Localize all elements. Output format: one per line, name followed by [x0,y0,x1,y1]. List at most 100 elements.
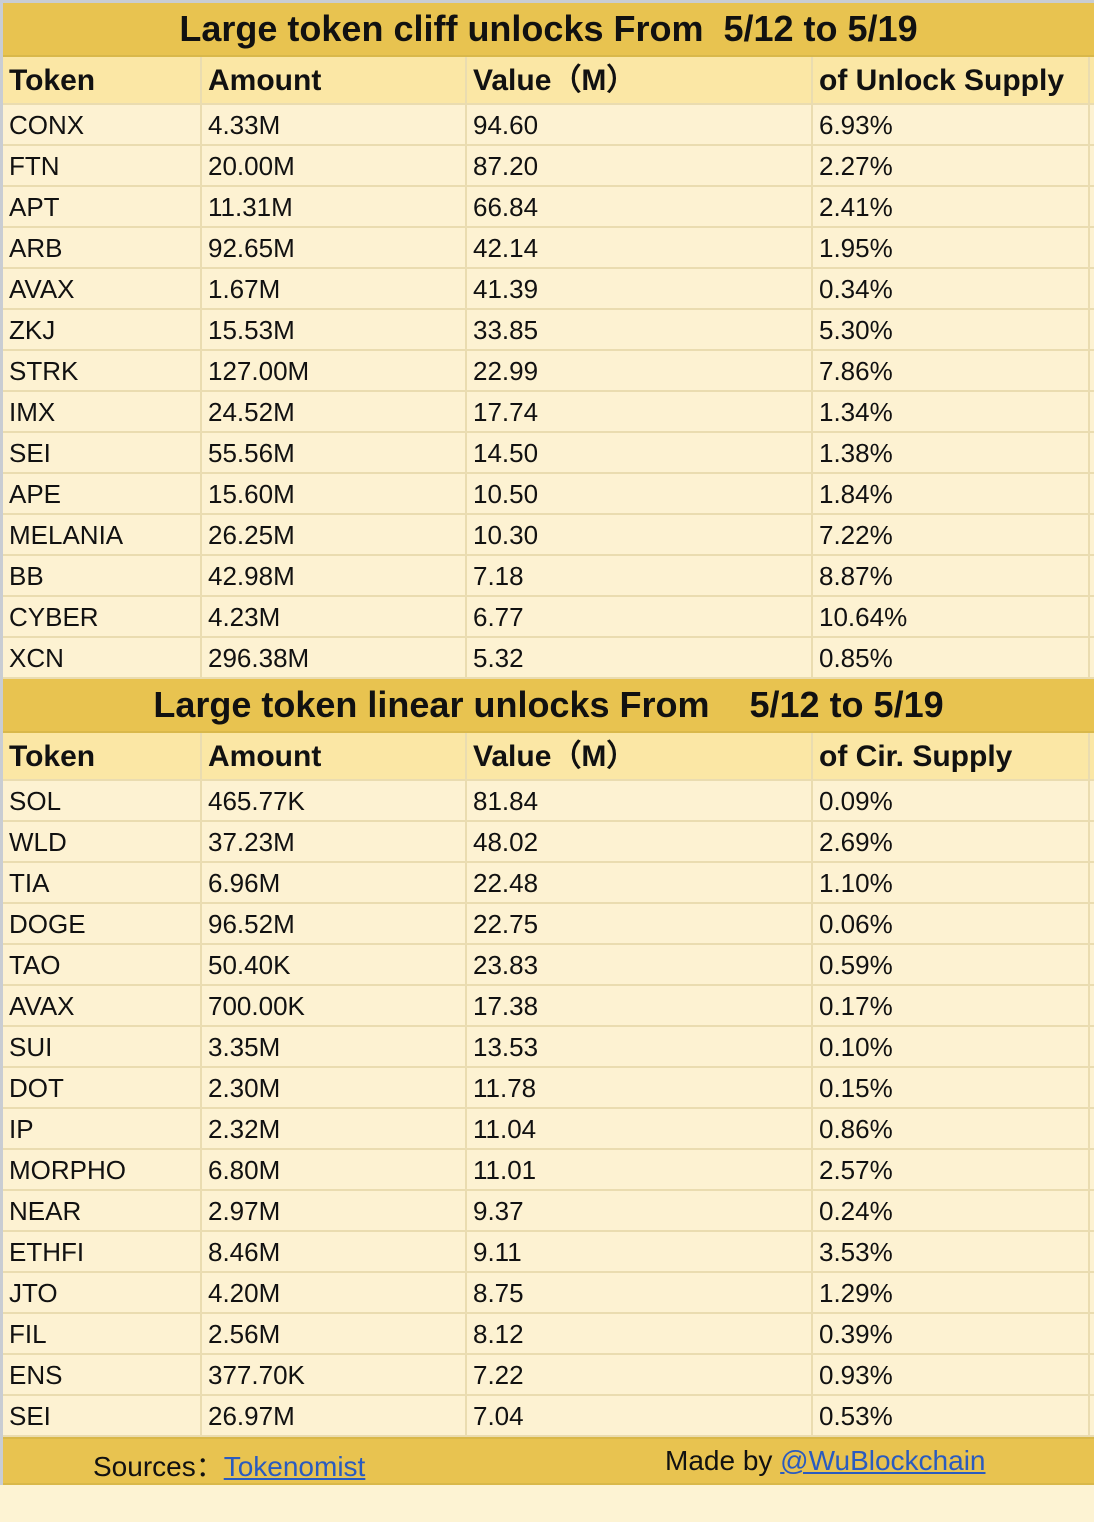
row-edge [1090,733,1094,781]
table-cell: 1.29% [813,1273,1090,1314]
table-cell: 7.22 [467,1355,813,1396]
table-cell: 23.83 [467,945,813,986]
table-cell: 0.24% [813,1191,1090,1232]
table-cell: XCN [3,638,202,679]
table-cell: ENS [3,1355,202,1396]
table-row: SEI 26.97M 7.04 0.53% [3,1396,1094,1437]
row-edge [1090,1191,1094,1232]
table-row: DOT 2.30M 11.78 0.15% [3,1068,1094,1109]
column-header: of Cir. Supply [813,733,1090,781]
row-edge [1090,945,1094,986]
row-edge [1090,392,1094,433]
row-edge [1090,269,1094,310]
table-row: MORPHO 6.80M 11.01 2.57% [3,1150,1094,1191]
table-cell: 0.85% [813,638,1090,679]
table-cell: 377.70K [202,1355,467,1396]
column-header: of Unlock Supply [813,57,1090,105]
table-cell: 0.15% [813,1068,1090,1109]
cliff-table-title: Large token cliff unlocks From 5/12 to 5… [3,3,1094,57]
table-cell: 66.84 [467,187,813,228]
table-row: ZKJ 15.53M 33.85 5.30% [3,310,1094,351]
table-cell: 17.74 [467,392,813,433]
table-row: FTN 20.00M 87.20 2.27% [3,146,1094,187]
table-cell: 7.22% [813,515,1090,556]
table-row: IP 2.32M 11.04 0.86% [3,1109,1094,1150]
table-cell: 14.50 [467,433,813,474]
table-cell: 127.00M [202,351,467,392]
table-cell: 700.00K [202,986,467,1027]
wublockchain-link[interactable]: @WuBlockchain [780,1445,986,1476]
table-cell: DOGE [3,904,202,945]
table-cell: DOT [3,1068,202,1109]
table-cell: APE [3,474,202,515]
row-edge [1090,1109,1094,1150]
linear-table-title: Large token linear unlocks From 5/12 to … [3,679,1094,733]
column-header: Token [3,733,202,781]
sources-label: Sources： [93,1451,224,1482]
table-cell: 11.04 [467,1109,813,1150]
table-cell: 5.32 [467,638,813,679]
table-cell: 1.34% [813,392,1090,433]
table-cell: 2.32M [202,1109,467,1150]
row-edge [1090,1150,1094,1191]
table-cell: MELANIA [3,515,202,556]
table-cell: 15.60M [202,474,467,515]
table-cell: SOL [3,781,202,822]
table-cell: 22.48 [467,863,813,904]
table-cell: 81.84 [467,781,813,822]
table-cell: 96.52M [202,904,467,945]
author-credit: Made by @WuBlockchain [665,1445,986,1477]
table-row: APT 11.31M 66.84 2.41% [3,187,1094,228]
table-cell: 41.39 [467,269,813,310]
table-cell: 3.35M [202,1027,467,1068]
table-cell: STRK [3,351,202,392]
table-cell: 50.40K [202,945,467,986]
table-cell: 10.64% [813,597,1090,638]
table-cell: SEI [3,433,202,474]
table-row: APE 15.60M 10.50 1.84% [3,474,1094,515]
table-cell: ETHFI [3,1232,202,1273]
table-cell: 8.12 [467,1314,813,1355]
table-cell: 42.14 [467,228,813,269]
table-cell: 1.67M [202,269,467,310]
footer: Sources：Tokenomist Made by @WuBlockchain [3,1437,1094,1485]
table-cell: 92.65M [202,228,467,269]
tokenomist-link[interactable]: Tokenomist [223,1451,366,1482]
table-row: AVAX 1.67M 41.39 0.34% [3,269,1094,310]
table-cell: 20.00M [202,146,467,187]
table-cell: AVAX [3,269,202,310]
table-cell: 11.78 [467,1068,813,1109]
table-cell: AVAX [3,986,202,1027]
table-cell: BB [3,556,202,597]
table-cell: 0.93% [813,1355,1090,1396]
table-cell: 2.27% [813,146,1090,187]
table-cell: 0.17% [813,986,1090,1027]
table-cell: 1.95% [813,228,1090,269]
table-cell: 33.85 [467,310,813,351]
row-edge [1090,556,1094,597]
table-cell: CONX [3,105,202,146]
table-cell: 55.56M [202,433,467,474]
table-row: ENS 377.70K 7.22 0.93% [3,1355,1094,1396]
table-cell: JTO [3,1273,202,1314]
table-cell: ARB [3,228,202,269]
table-cell: MORPHO [3,1150,202,1191]
table-cell: 0.06% [813,904,1090,945]
table-cell: 0.34% [813,269,1090,310]
table-cell: 6.93% [813,105,1090,146]
table-row: IMX 24.52M 17.74 1.34% [3,392,1094,433]
table-cell: 4.33M [202,105,467,146]
row-edge [1090,781,1094,822]
row-edge [1090,146,1094,187]
table-cell: 17.38 [467,986,813,1027]
table-row: DOGE 96.52M 22.75 0.06% [3,904,1094,945]
table-header-row: Token Amount Value（M） of Unlock Supply [3,57,1094,105]
table-row: ARB 92.65M 42.14 1.95% [3,228,1094,269]
table-cell: IP [3,1109,202,1150]
row-edge [1090,904,1094,945]
table-cell: NEAR [3,1191,202,1232]
table-cell: 9.11 [467,1232,813,1273]
table-row: WLD 37.23M 48.02 2.69% [3,822,1094,863]
unlock-sheet: Large token cliff unlocks From 5/12 to 5… [0,0,1094,1485]
table-cell: 87.20 [467,146,813,187]
